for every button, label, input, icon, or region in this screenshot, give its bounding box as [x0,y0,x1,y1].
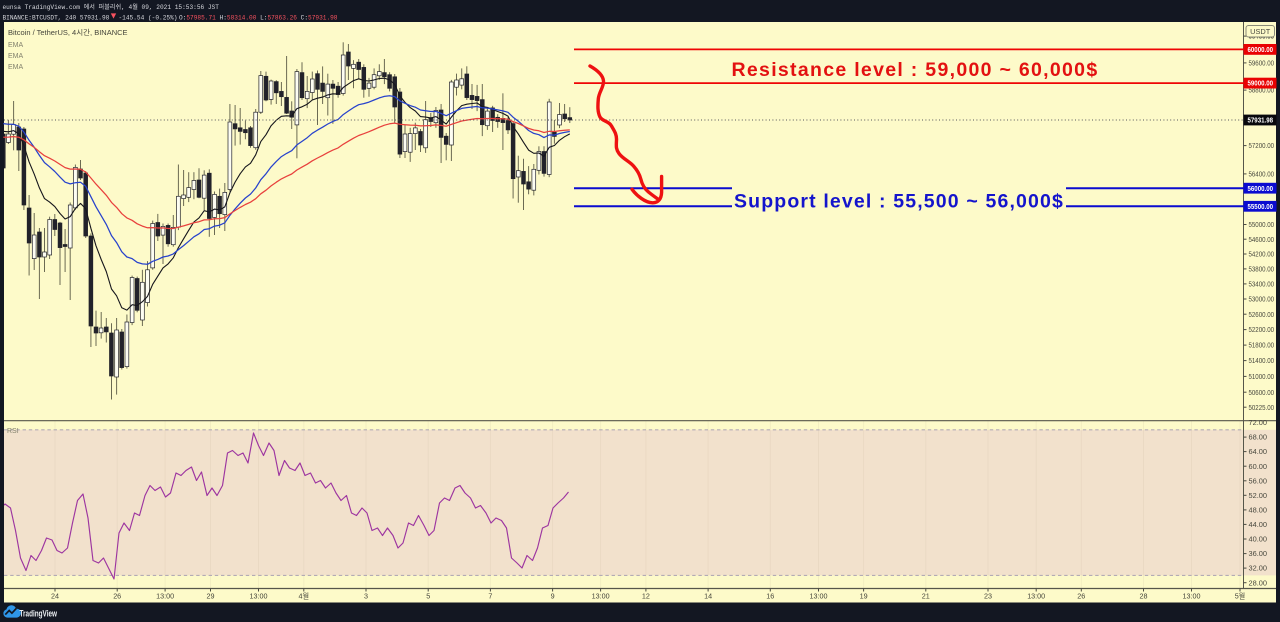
svg-text:56400.00: 56400.00 [1249,170,1275,179]
svg-text:52600.00: 52600.00 [1249,310,1275,319]
svg-text:O:57985.71 H:58314.00 L:57863.: O:57985.71 H:58314.00 L:57863.26 C:57931… [179,14,338,21]
svg-text:24: 24 [51,592,59,601]
svg-text:51000.00: 51000.00 [1249,372,1275,381]
svg-text:13:00: 13:00 [592,592,610,601]
svg-text:60000.00: 60000.00 [1248,45,1274,54]
svg-text:64.00: 64.00 [1249,447,1268,456]
svg-text:40.00: 40.00 [1249,535,1268,544]
svg-text:EMA: EMA [8,64,24,71]
svg-text:53800.00: 53800.00 [1249,265,1275,274]
svg-text:BINANCE:BTCUSDT, 240 57931.98: BINANCE:BTCUSDT, 240 57931.98 [3,14,110,21]
svg-text:29: 29 [207,592,215,601]
svg-text:eunsa TradingView.com 에서 퍼블리쉬,: eunsa TradingView.com 에서 퍼블리쉬, 4월 09, 20… [3,3,220,11]
svg-text:28: 28 [1140,592,1148,601]
svg-text:56.00: 56.00 [1249,476,1268,485]
svg-text:19: 19 [860,592,868,601]
svg-text:53000.00: 53000.00 [1249,295,1275,304]
svg-text:13:00: 13:00 [156,592,174,601]
svg-text:EMA: EMA [8,42,24,49]
svg-text:4월: 4월 [298,592,309,601]
svg-text:14: 14 [704,592,712,601]
svg-text:44.00: 44.00 [1249,520,1268,529]
svg-text:54200.00: 54200.00 [1249,250,1275,259]
svg-text:50600.00: 50600.00 [1249,388,1275,397]
svg-text:56000.00: 56000.00 [1248,184,1274,193]
svg-text:7: 7 [488,592,492,601]
svg-text:52200.00: 52200.00 [1249,325,1275,334]
svg-text:Bitcoin / TetherUS, 4시간, BINAN: Bitcoin / TetherUS, 4시간, BINANCE [8,27,128,37]
svg-text:13:00: 13:00 [1183,592,1201,601]
svg-text:12: 12 [642,592,650,601]
svg-text:59000.00: 59000.00 [1248,79,1274,88]
svg-text:-145.54 (-0.25%): -145.54 (-0.25%) [119,14,178,21]
svg-text:32.00: 32.00 [1249,564,1268,573]
svg-text:TradingView: TradingView [20,608,58,619]
svg-text:13:00: 13:00 [250,592,268,601]
svg-text:28.00: 28.00 [1249,578,1268,587]
svg-text:23: 23 [984,592,992,601]
svg-text:9: 9 [551,592,555,601]
svg-text:36.00: 36.00 [1249,549,1268,558]
svg-text:USDT: USDT [1250,27,1271,36]
svg-text:51800.00: 51800.00 [1249,341,1275,350]
svg-text:60.00: 60.00 [1249,462,1268,471]
svg-text:21: 21 [922,592,930,601]
svg-text:5월: 5월 [1235,592,1246,601]
svg-text:55000.00: 55000.00 [1249,220,1275,229]
svg-text:48.00: 48.00 [1249,506,1268,515]
svg-text:Resistance level : 59,000 ~ 60: Resistance level : 59,000 ~ 60,000$ [732,59,1099,81]
svg-text:13:00: 13:00 [1027,592,1045,601]
svg-text:53400.00: 53400.00 [1249,280,1275,289]
svg-text:51400.00: 51400.00 [1249,356,1275,365]
svg-text:57200.00: 57200.00 [1249,141,1275,150]
svg-text:68.00: 68.00 [1249,433,1268,442]
svg-text:50225.00: 50225.00 [1249,403,1275,412]
svg-text:55500.00: 55500.00 [1248,202,1274,211]
svg-text:57931.98: 57931.98 [1248,116,1274,125]
svg-text:26: 26 [1077,592,1085,601]
svg-text:Support level : 55,500 ~ 56,00: Support level : 55,500 ~ 56,000$ [734,191,1064,213]
svg-text:58800.00: 58800.00 [1249,86,1275,95]
svg-text:59600.00: 59600.00 [1249,59,1275,68]
svg-text:54600.00: 54600.00 [1249,235,1275,244]
svg-text:5: 5 [426,592,430,601]
svg-text:13:00: 13:00 [810,592,828,601]
svg-text:26: 26 [113,592,121,601]
svg-text:RSI: RSI [7,428,19,435]
svg-text:52.00: 52.00 [1249,491,1268,500]
svg-text:3: 3 [364,592,368,601]
svg-text:EMA: EMA [8,53,24,60]
svg-text:16: 16 [766,592,774,601]
svg-text:72.00: 72.00 [1249,418,1268,427]
